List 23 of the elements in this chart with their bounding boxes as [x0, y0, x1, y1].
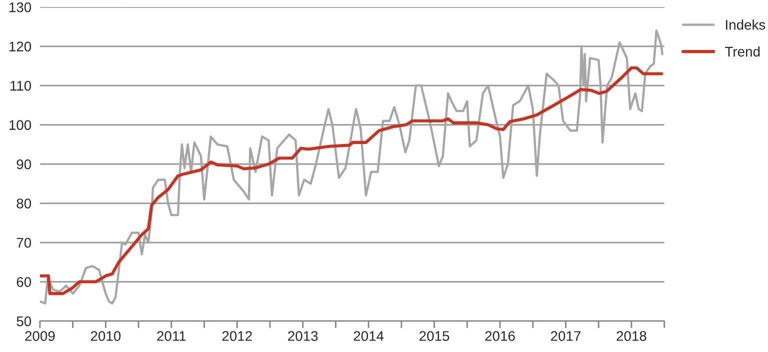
x-tick-label: 2009 — [25, 331, 55, 341]
y-tick-label: 110 — [10, 80, 32, 91]
x-tick-label: 2018 — [616, 331, 646, 341]
legend-label: Indeks — [726, 20, 766, 30]
x-tick-label: 2013 — [288, 331, 318, 341]
x-tick-label: 2016 — [485, 331, 515, 341]
y-tick-label: 120 — [9, 42, 32, 52]
x-tick-label: 2012 — [222, 331, 252, 341]
y-tick-label: 100 — [9, 120, 32, 130]
y-tick-label: 130 — [9, 2, 32, 12]
line-series — [40, 29, 664, 304]
x-tick-label: 2017 — [550, 331, 580, 341]
y-tick-label: 50 — [16, 316, 32, 326]
x-tick-label: 2011 — [157, 331, 186, 341]
x-tick-label: 2015 — [420, 331, 450, 341]
y-tick-label: 70 — [16, 238, 32, 248]
y-tick-label: 90 — [16, 159, 32, 170]
x-tick-label: 2010 — [90, 331, 121, 341]
line-series — [40, 66, 664, 296]
x-tick-label: 2014 — [354, 331, 384, 341]
y-tick-label: 60 — [16, 277, 32, 287]
y-tick-label: 80 — [16, 198, 32, 208]
legend-label: Trend — [725, 46, 760, 57]
